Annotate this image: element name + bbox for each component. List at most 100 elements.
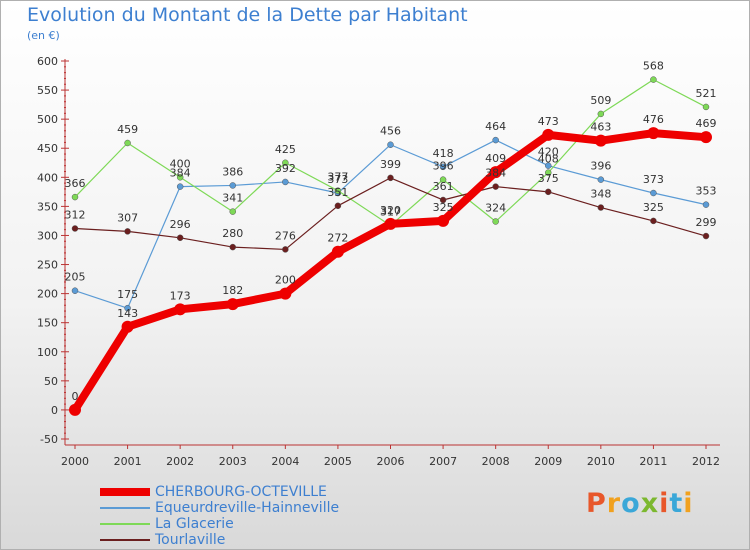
x-tick-label: 2001 bbox=[114, 455, 142, 468]
data-point bbox=[492, 136, 499, 144]
data-label: 469 bbox=[696, 117, 717, 130]
data-point bbox=[650, 76, 657, 83]
y-tick-label: 500 bbox=[37, 113, 58, 126]
data-point bbox=[545, 188, 552, 196]
data-label: 409 bbox=[485, 152, 506, 165]
data-point bbox=[279, 287, 292, 300]
data-label: 408 bbox=[538, 153, 559, 166]
data-label: 509 bbox=[590, 94, 611, 107]
x-tick-label: 2003 bbox=[219, 455, 247, 468]
data-label: 173 bbox=[170, 289, 191, 302]
data-point bbox=[226, 298, 239, 311]
data-point bbox=[597, 176, 605, 183]
chart-title: Evolution du Montant de la Dette par Hab… bbox=[27, 4, 468, 26]
data-label: 366 bbox=[65, 177, 86, 190]
data-label: 425 bbox=[275, 143, 296, 156]
data-label: 463 bbox=[590, 121, 611, 134]
data-point bbox=[437, 214, 450, 227]
x-tick-label: 2007 bbox=[429, 455, 457, 468]
legend-swatch bbox=[100, 523, 150, 525]
x-tick-label: 2002 bbox=[166, 455, 194, 468]
data-point bbox=[492, 218, 499, 225]
data-label: 476 bbox=[643, 113, 664, 126]
data-point bbox=[542, 128, 555, 141]
data-point bbox=[702, 232, 710, 240]
data-label: 307 bbox=[117, 211, 138, 224]
data-point bbox=[597, 204, 605, 211]
legend-swatch bbox=[100, 539, 150, 541]
data-point bbox=[124, 139, 131, 147]
data-label: 182 bbox=[222, 284, 243, 297]
data-label: 373 bbox=[643, 173, 664, 186]
data-label: 280 bbox=[222, 227, 243, 240]
data-label: 175 bbox=[117, 288, 138, 301]
y-tick-label: 0 bbox=[51, 404, 58, 417]
y-tick-label: 150 bbox=[37, 317, 58, 330]
data-point bbox=[334, 187, 342, 194]
data-point bbox=[387, 174, 394, 182]
data-label: 312 bbox=[65, 208, 86, 221]
data-label: 464 bbox=[485, 120, 506, 133]
y-tick-label: 300 bbox=[37, 229, 58, 242]
data-label: 396 bbox=[590, 160, 611, 173]
data-label: 325 bbox=[433, 201, 454, 214]
data-point bbox=[176, 234, 184, 242]
data-point bbox=[702, 103, 710, 111]
data-point bbox=[229, 243, 236, 251]
legend-swatch bbox=[100, 507, 150, 509]
data-label: 386 bbox=[222, 165, 243, 178]
data-point bbox=[282, 246, 289, 253]
x-tick-label: 2010 bbox=[587, 455, 615, 468]
data-point bbox=[439, 176, 447, 183]
y-tick-label: 200 bbox=[37, 288, 58, 301]
data-point bbox=[229, 182, 236, 189]
data-label: 473 bbox=[538, 115, 559, 128]
data-point bbox=[545, 169, 552, 176]
data-label: 459 bbox=[117, 123, 138, 136]
data-point bbox=[700, 131, 712, 144]
data-label: 296 bbox=[170, 218, 191, 231]
data-label: 396 bbox=[433, 160, 454, 173]
x-tick-label: 2011 bbox=[639, 455, 667, 468]
data-point bbox=[121, 320, 134, 333]
data-point bbox=[492, 183, 499, 190]
data-label: 568 bbox=[643, 60, 664, 73]
y-tick-label: 400 bbox=[37, 171, 58, 184]
chart-subtitle: (en €) bbox=[27, 29, 60, 42]
data-label: 143 bbox=[117, 307, 138, 320]
data-label: 276 bbox=[275, 229, 296, 242]
legend-label: Tourlaville bbox=[155, 532, 226, 548]
x-tick-label: 2006 bbox=[377, 455, 405, 468]
data-point bbox=[647, 127, 660, 140]
data-point bbox=[69, 403, 81, 416]
data-label: 384 bbox=[170, 167, 191, 180]
data-point bbox=[387, 141, 394, 148]
x-tick-label: 2012 bbox=[692, 455, 720, 468]
y-tick-label: 250 bbox=[37, 259, 58, 272]
y-tick-label: 450 bbox=[37, 142, 58, 155]
data-point bbox=[229, 208, 236, 215]
data-point bbox=[384, 217, 397, 230]
legend-label: CHERBOURG-OCTEVILLE bbox=[155, 484, 327, 500]
data-label: 392 bbox=[275, 162, 296, 175]
data-label: 205 bbox=[65, 271, 86, 284]
data-point bbox=[702, 201, 710, 208]
data-point bbox=[282, 159, 289, 167]
data-point bbox=[176, 174, 184, 181]
data-point bbox=[124, 304, 131, 312]
y-tick-label: 350 bbox=[37, 200, 58, 213]
data-label: 348 bbox=[590, 188, 611, 201]
data-label: 299 bbox=[696, 216, 717, 229]
data-label: 272 bbox=[327, 232, 348, 245]
data-label: 351 bbox=[327, 186, 348, 199]
data-point bbox=[71, 225, 79, 232]
x-tick-label: 2008 bbox=[482, 455, 510, 468]
data-label: 341 bbox=[222, 192, 243, 205]
legend-label: Equeurdreville-Hainneville bbox=[155, 500, 340, 516]
legend-label: La Glacerie bbox=[155, 516, 234, 532]
x-tick-label: 2005 bbox=[324, 455, 352, 468]
data-label: 200 bbox=[275, 274, 296, 287]
data-point bbox=[71, 193, 79, 201]
data-point bbox=[545, 162, 552, 169]
